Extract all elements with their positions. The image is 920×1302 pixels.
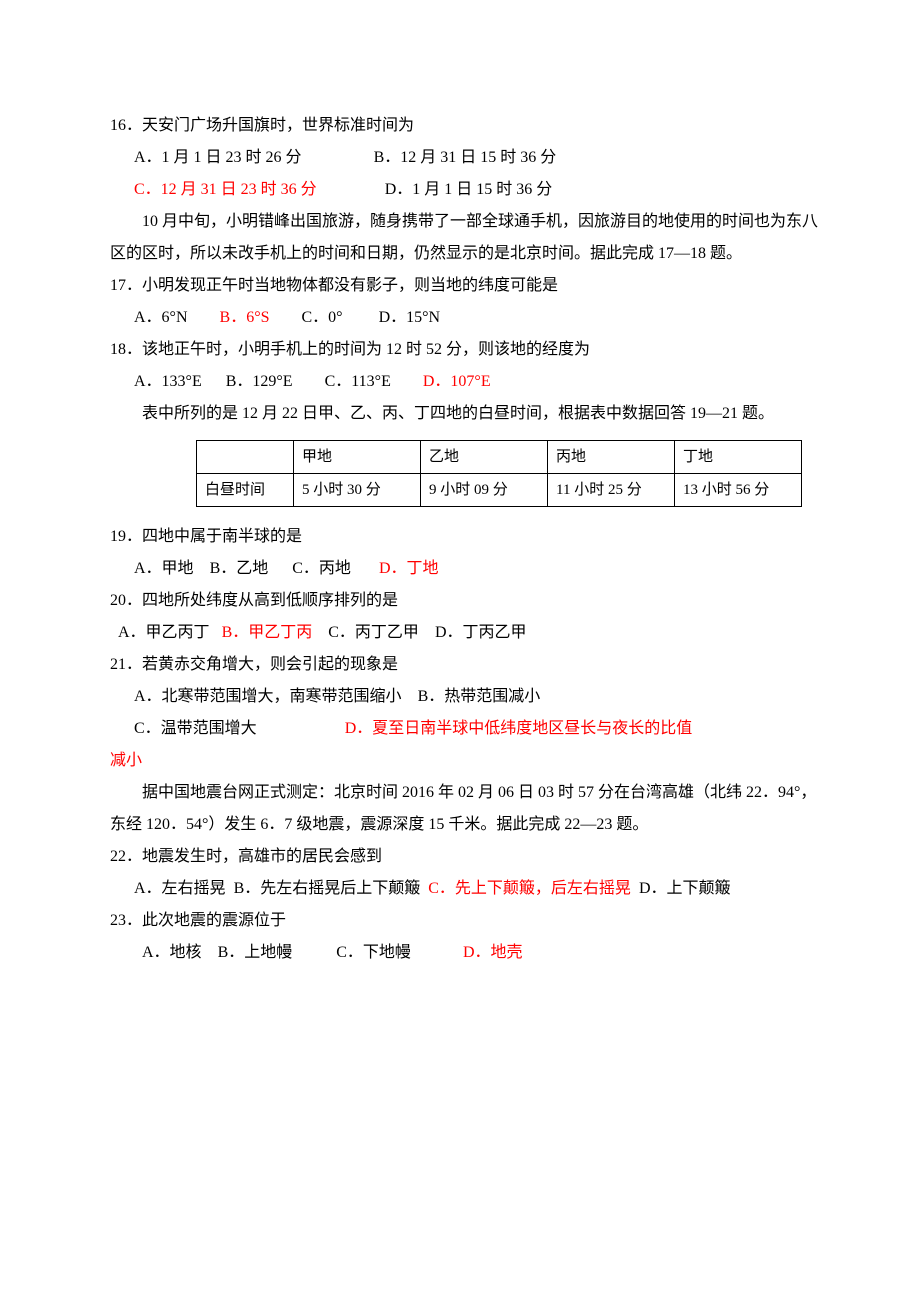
q19-a: A．甲地	[134, 560, 194, 577]
q21-opts-row2: C．温带范围增大 D．夏至日南半球中低纬度地区昼长与夜长的比值	[110, 713, 820, 745]
q21-a: A．北寒带范围增大，南寒带范围缩小	[134, 688, 402, 705]
context-19-21: 表中所列的是 12 月 22 日甲、乙、丙、丁四地的白昼时间，根据表中数据回答 …	[110, 398, 820, 430]
q21-d-part1: D．夏至日南半球中低纬度地区昼长与夜长的比值	[345, 720, 693, 737]
q17-opts: A．6°N B．6°S C．0° D．15°N	[110, 302, 820, 334]
q22-b: B．先左右摇晃后上下颠簸	[234, 880, 421, 897]
context-17-18: 10 月中旬，小明错峰出国旅游，随身携带了一部全球通手机，因旅游目的地使用的时间…	[110, 206, 820, 270]
q21-d-tail: 减小	[110, 745, 820, 777]
q16-opts-row1: A．1 月 1 日 23 时 26 分 B．12 月 31 日 15 时 36 …	[110, 142, 820, 174]
q21-c: C．温带范围增大	[134, 720, 257, 737]
cell-ding: 13 小时 56 分	[675, 474, 802, 507]
q23-opts: A．地核 B．上地幔 C．下地幔 D．地壳	[110, 937, 820, 969]
context-22-23: 据中国地震台网正式测定：北京时间 2016 年 02 月 06 日 03 时 5…	[110, 777, 820, 841]
q17-c: C．0°	[302, 309, 343, 326]
th-ding: 丁地	[675, 441, 802, 474]
q22-stem: 22．地震发生时，高雄市的居民会感到	[110, 841, 820, 873]
q20-c: C．丙丁乙甲	[328, 624, 419, 641]
q23-c: C．下地幔	[336, 944, 411, 961]
q18-c: C．113°E	[325, 373, 391, 390]
q18-d: D．107°E	[423, 373, 491, 390]
q18-b: B．129°E	[226, 373, 293, 390]
q20-d: D．丁丙乙甲	[435, 624, 527, 641]
cell-yi: 9 小时 09 分	[421, 474, 548, 507]
q19-opts: A．甲地 B．乙地 C．丙地 D．丁地	[110, 553, 820, 585]
th-blank	[197, 441, 294, 474]
cell-jia: 5 小时 30 分	[294, 474, 421, 507]
q22-d: D．上下颠簸	[639, 880, 731, 897]
q16-d: D．1 月 1 日 15 时 36 分	[385, 181, 553, 198]
th-bing: 丙地	[548, 441, 675, 474]
q18-stem: 18．该地正午时，小明手机上的时间为 12 时 52 分，则该地的经度为	[110, 334, 820, 366]
q18-a: A．133°E	[134, 373, 202, 390]
q23-d: D．地壳	[463, 944, 523, 961]
q17-b: B．6°S	[220, 309, 270, 326]
exam-page: 16．天安门广场升国旗时，世界标准时间为 A．1 月 1 日 23 时 26 分…	[0, 0, 920, 1029]
q20-a: A．甲乙丙丁	[118, 624, 210, 641]
q16-b: B．12 月 31 日 15 时 36 分	[374, 149, 557, 166]
table-data-row: 白昼时间 5 小时 30 分 9 小时 09 分 11 小时 25 分 13 小…	[197, 474, 802, 507]
table-header-row: 甲地 乙地 丙地 丁地	[197, 441, 802, 474]
th-yi: 乙地	[421, 441, 548, 474]
th-jia: 甲地	[294, 441, 421, 474]
q22-opts: A．左右摇晃 B．先左右摇晃后上下颠簸 C．先上下颠簸，后左右摇晃 D．上下颠簸	[110, 873, 820, 905]
q19-stem: 19．四地中属于南半球的是	[110, 521, 820, 553]
q17-a: A．6°N	[134, 309, 188, 326]
q23-b: B．上地幔	[218, 944, 293, 961]
q22-c: C．先上下颠簸，后左右摇晃	[428, 880, 631, 897]
cell-bing: 11 小时 25 分	[548, 474, 675, 507]
q19-d: D．丁地	[379, 560, 439, 577]
q23-stem: 23．此次地震的震源位于	[110, 905, 820, 937]
q22-a: A．左右摇晃	[134, 880, 226, 897]
row-label: 白昼时间	[197, 474, 294, 507]
q20-b: B．甲乙丁丙	[222, 624, 313, 641]
q19-b: B．乙地	[210, 560, 269, 577]
q16-a: A．1 月 1 日 23 时 26 分	[134, 149, 302, 166]
q20-stem: 20．四地所处纬度从高到低顺序排列的是	[110, 585, 820, 617]
q23-a: A．地核	[142, 944, 202, 961]
q19-c: C．丙地	[292, 560, 351, 577]
q21-opts-row1: A．北寒带范围增大，南寒带范围缩小 B．热带范围减小	[110, 681, 820, 713]
q17-d: D．15°N	[379, 309, 441, 326]
q18-opts: A．133°E B．129°E C．113°E D．107°E	[110, 366, 820, 398]
q17-stem: 17．小明发现正午时当地物体都没有影子，则当地的纬度可能是	[110, 270, 820, 302]
q21-stem: 21．若黄赤交角增大，则会引起的现象是	[110, 649, 820, 681]
q21-b: B．热带范围减小	[418, 688, 541, 705]
q16-opts-row2: C．12 月 31 日 23 时 36 分 D．1 月 1 日 15 时 36 …	[110, 174, 820, 206]
q20-opts: A．甲乙丙丁 B．甲乙丁丙 C．丙丁乙甲 D．丁丙乙甲	[110, 617, 820, 649]
q16-stem: 16．天安门广场升国旗时，世界标准时间为	[110, 110, 820, 142]
q16-c: C．12 月 31 日 23 时 36 分	[134, 181, 317, 198]
daylight-table: 甲地 乙地 丙地 丁地 白昼时间 5 小时 30 分 9 小时 09 分 11 …	[196, 440, 802, 507]
